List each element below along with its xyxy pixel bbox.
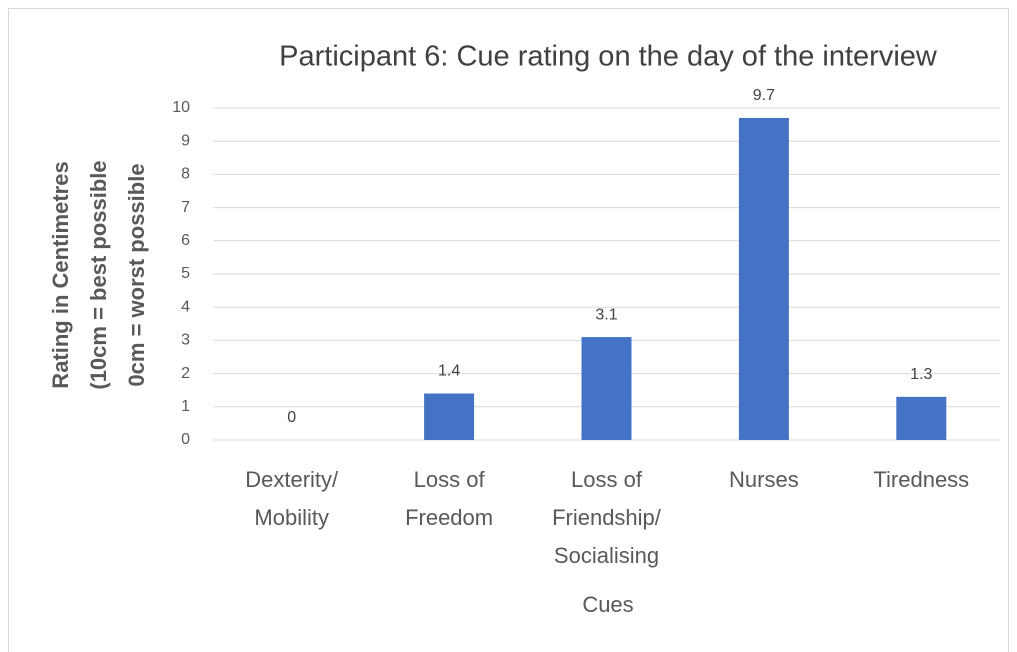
y-tick-label: 0 [181,431,190,448]
y-tick-label: 2 [181,365,190,382]
chart-border [8,8,1009,652]
y-axis-title: Rating in Centimetres [48,161,73,388]
value-label: 9.7 [753,87,775,104]
x-tick-label: Loss of [571,467,643,492]
y-tick-label: 4 [181,298,190,315]
bar [424,393,475,440]
value-label: 3.1 [595,306,617,323]
y-axis-title: 0cm = worst possible [124,163,149,386]
x-tick-label: Friendship/ [552,505,662,530]
chart-title: Participant 6: Cue rating on the day of … [279,41,938,73]
y-tick-label: 1 [181,398,190,415]
value-label: 1.3 [910,366,932,383]
x-tick-label: Socialising [554,543,659,568]
x-tick-label: Dexterity/ [245,467,339,492]
x-tick-label: Nurses [729,467,799,492]
bar [581,337,632,440]
y-tick-label: 10 [172,99,190,116]
x-tick-label: Loss of [414,467,486,492]
y-axis-title: (10cm = best possible [86,160,111,389]
x-tick-label: Tiredness [873,467,969,492]
y-tick-label: 7 [181,199,190,216]
value-label: 1.4 [438,363,460,380]
x-tick-label: Mobility [254,505,329,530]
x-axis-title: Cues [582,592,633,617]
value-label: 0 [287,409,296,426]
bar [896,396,947,440]
y-tick-label: 9 [181,132,190,149]
y-tick-label: 3 [181,332,190,349]
bar [738,117,789,441]
y-tick-label: 8 [181,166,190,183]
y-tick-label: 6 [181,232,190,249]
y-tick-label: 5 [181,265,190,282]
x-tick-label: Freedom [405,505,493,530]
